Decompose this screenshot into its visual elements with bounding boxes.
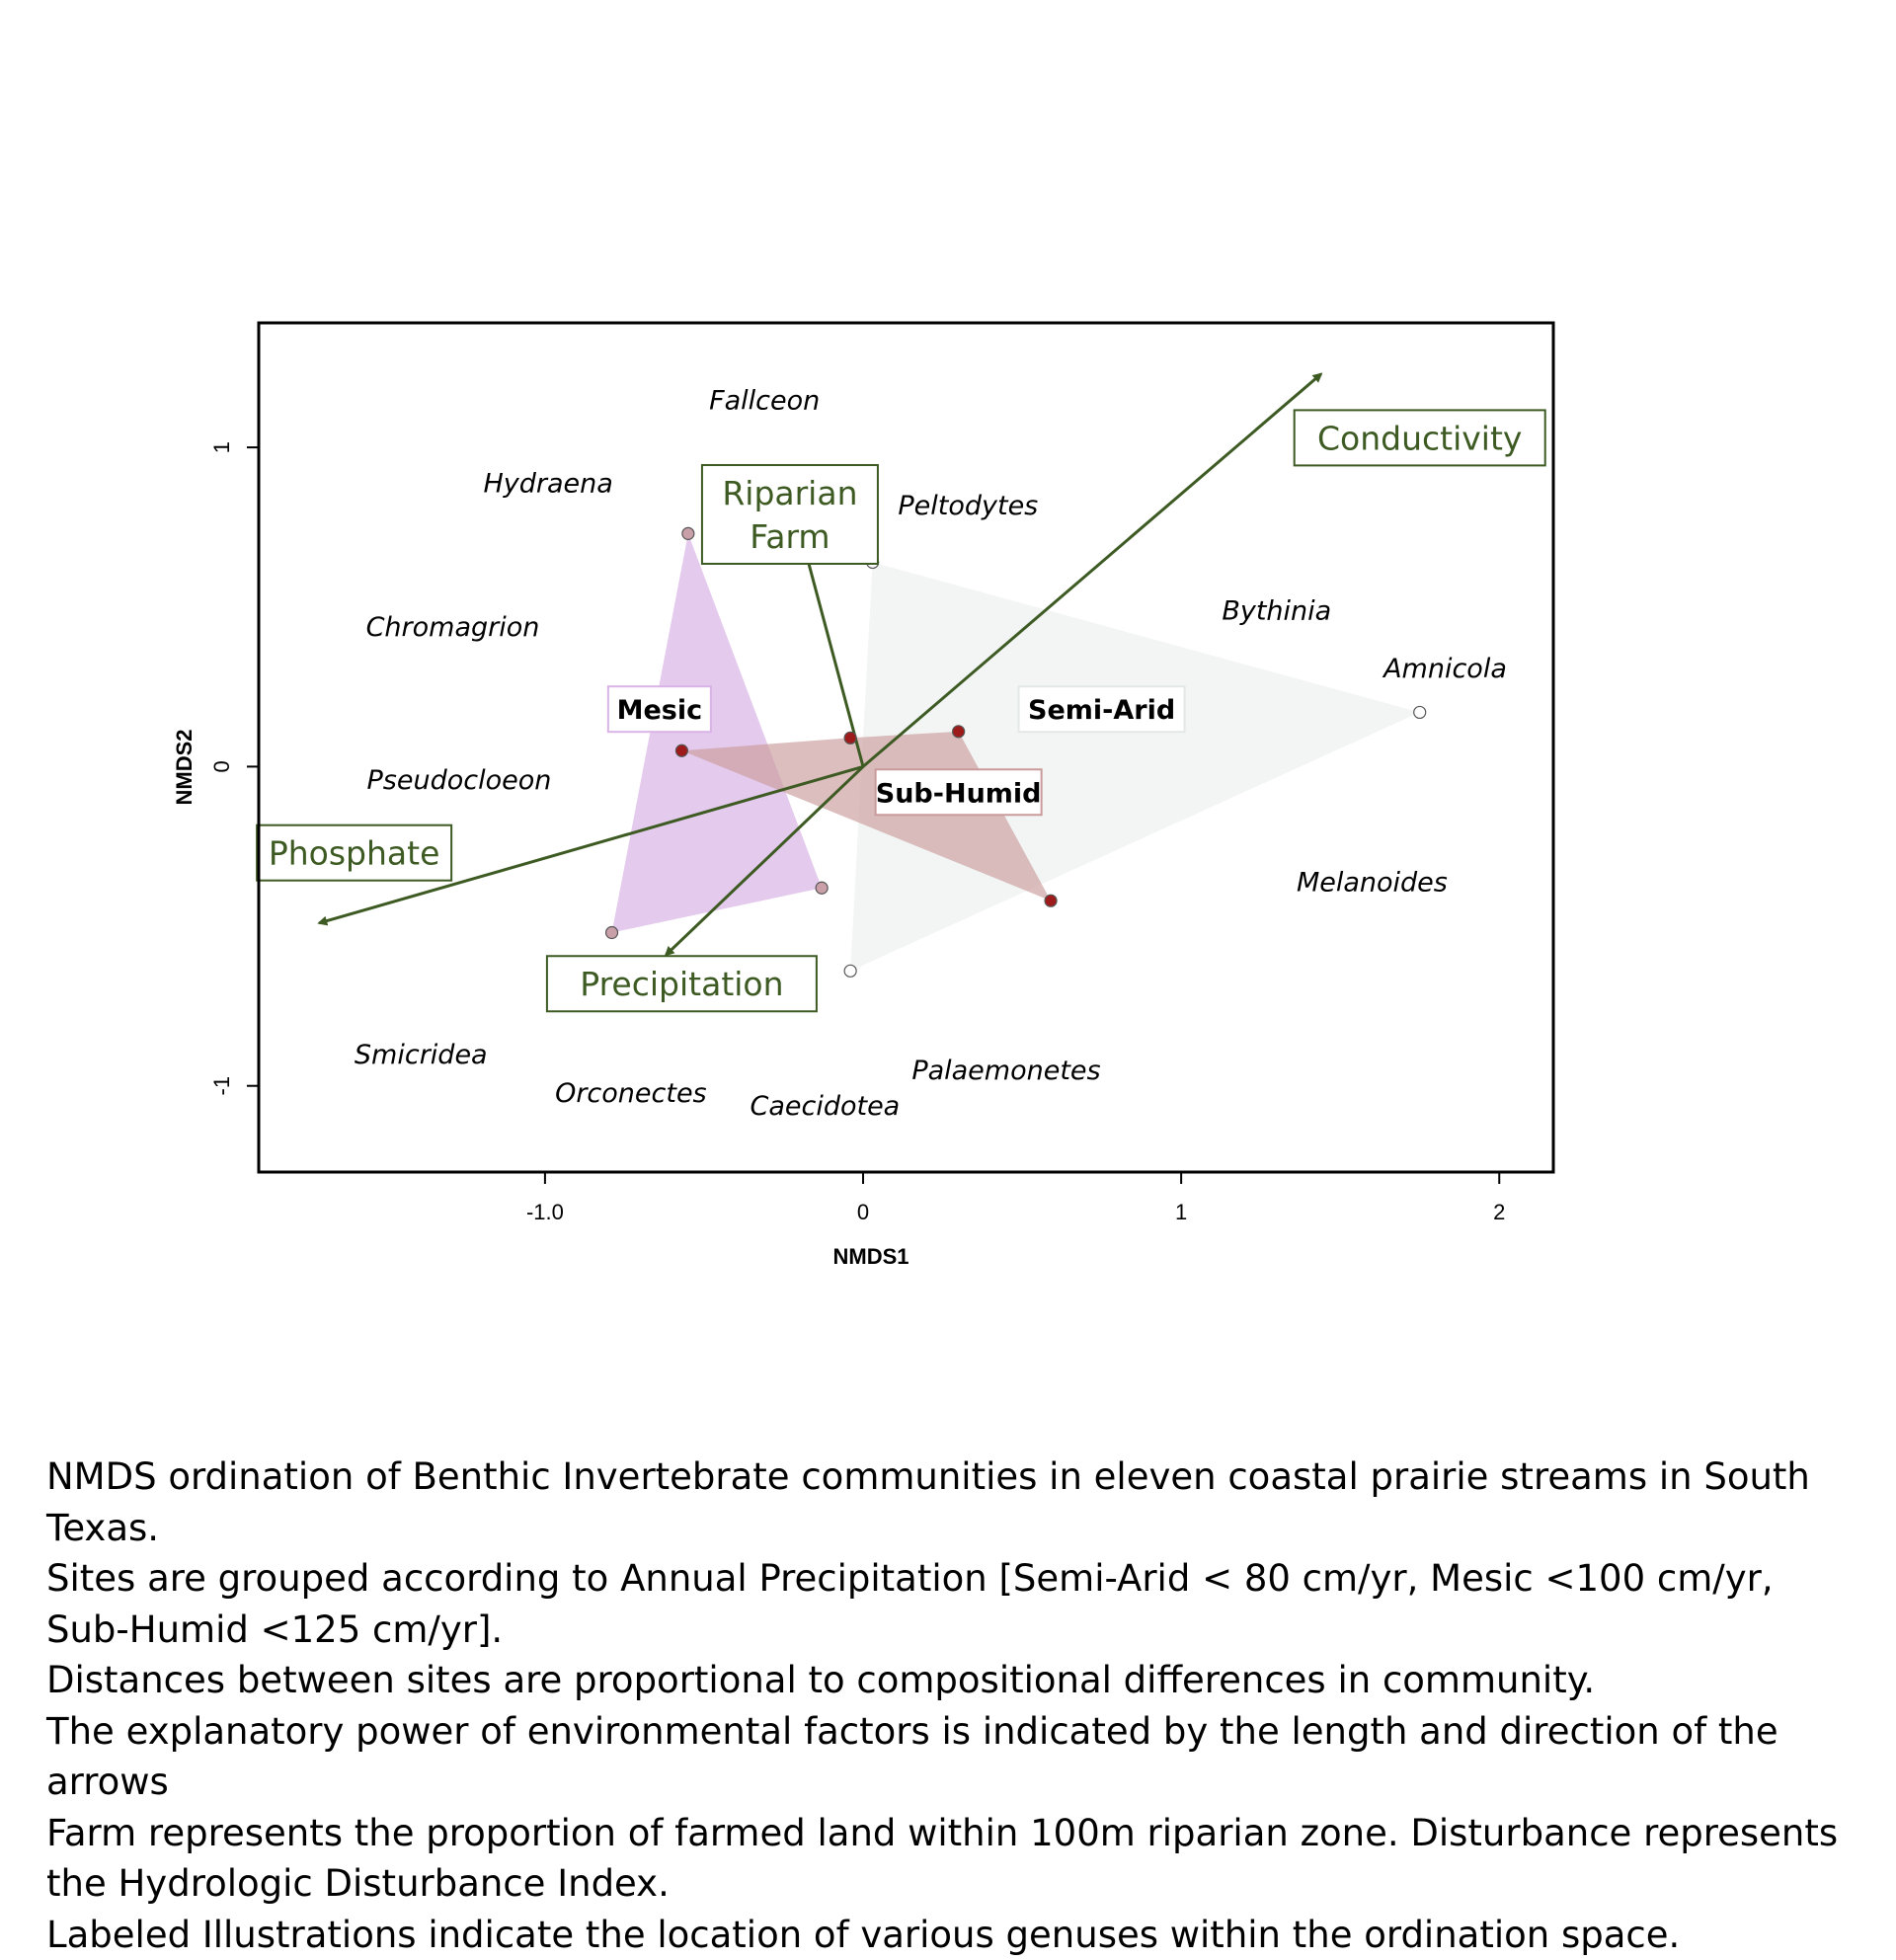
site-point [953,726,965,738]
y-tick-label: -1 [209,1076,234,1096]
x-tick-label: 2 [1493,1200,1505,1224]
site-point [682,527,694,539]
x-tick-label: -1.0 [526,1200,564,1224]
x-axis-label: NMDS1 [832,1244,908,1269]
x-tick-label: 0 [857,1200,869,1224]
taxon-label: Fallceon [709,385,820,416]
site-point [844,732,856,744]
caption-line: Labeled Illustrations indicate the locat… [46,1910,1863,1960]
caption-line: The explanatory power of environmental f… [46,1706,1863,1808]
site-point [844,965,856,977]
group-hull [612,533,823,932]
y-tick-label: 0 [209,760,234,772]
taxon-label: Hydraena [483,468,612,499]
caption-line: Sites are grouped according to Annual Pr… [46,1553,1863,1655]
vector-label: Phosphate [269,834,440,873]
group-label: Sub-Humid [876,778,1042,809]
y-tick-label: 1 [209,441,234,453]
taxon-label: Chromagrion [366,612,540,643]
site-point [675,745,687,756]
vector-label: Conductivity [1317,419,1522,457]
vector-label: Precipitation [580,965,783,1003]
taxon-label: Bythinia [1222,596,1331,627]
group-label: Semi-Arid [1028,695,1175,726]
taxon-label: Palaemonetes [911,1056,1100,1086]
site-point [1045,895,1057,906]
taxon-label: Orconectes [555,1078,707,1109]
taxon-label: Pseudocloeon [367,765,552,796]
site-point [1414,706,1426,718]
x-tick-label: 1 [1175,1200,1187,1224]
caption-line: NMDS ordination of Benthic Invertebrate … [46,1451,1863,1553]
taxon-label: Melanoides [1297,867,1448,898]
group-label: Mesic [617,695,703,726]
figure-caption: NMDS ordination of Benthic Invertebrate … [46,1451,1863,1960]
taxon-label: Smicridea [355,1040,488,1070]
nmds-ordination-chart: Hydraena Fallceon Peltodytes Chromagrion Pse… [0,0,1896,1451]
taxon-label: Caecidotea [750,1091,900,1122]
caption-line: Farm represents the proportion of farmed… [46,1808,1863,1910]
site-point [816,882,828,894]
taxon-label: Amnicola [1382,654,1507,684]
y-axis-label: NMDS2 [172,729,197,805]
caption-line: Distances between sites are proportional… [46,1655,1863,1706]
taxon-label: Peltodytes [898,491,1038,521]
site-point [606,927,618,939]
